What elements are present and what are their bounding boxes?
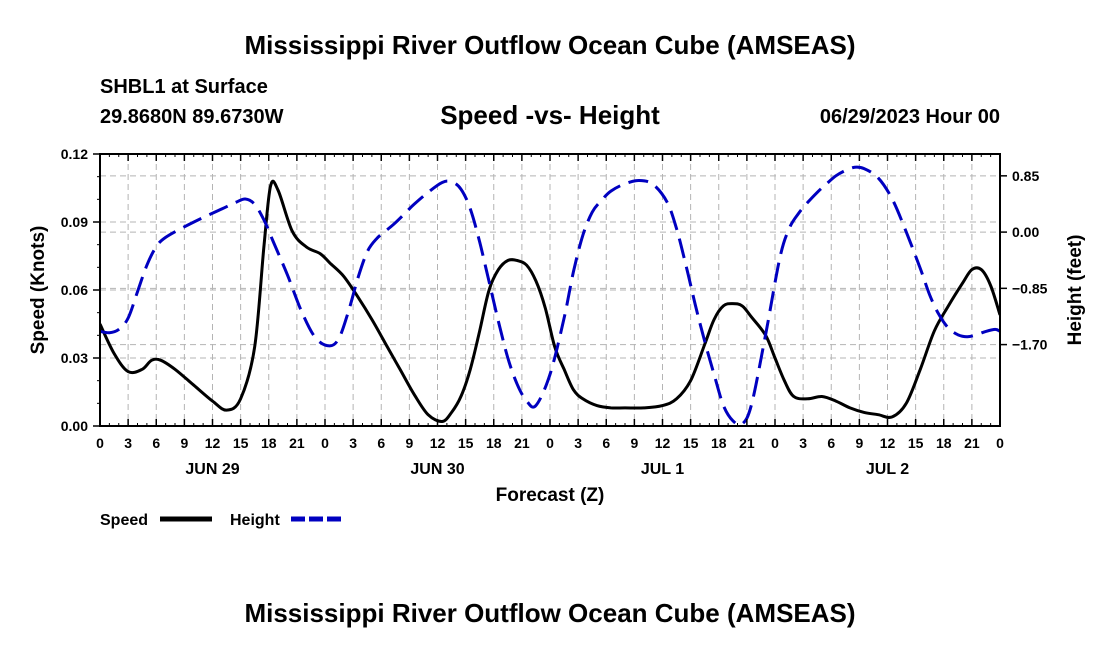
x-tick-label: 3 [574,435,582,451]
x-tick-label: 15 [458,435,474,451]
station-label: SHBL1 at Surface [100,76,268,98]
y-tick-label: 0.03 [61,350,88,366]
x-tick-label: 6 [827,435,835,451]
label-layer: 0 3 6 9 12 15 18 21 0 3 6 9 12 15 18 21 0 3 6 9 12 15 18 21 0 3 6 9… [61,146,1048,478]
date-label: JUL 2 [866,461,909,478]
x-tick-label: 21 [739,435,755,451]
x-tick-label: 3 [799,435,807,451]
y-tick-label: 0.12 [61,146,88,162]
x-tick-label: 15 [683,435,699,451]
x-tick-label: 0 [321,435,329,451]
tick-layer [93,153,1007,427]
x-tick-label: 6 [152,435,160,451]
height-series-line [100,165,1000,426]
main-title: Mississippi River Outflow Ocean Cube (AM… [244,30,856,60]
x-tick-label: 15 [233,435,249,451]
x-tick-label: 18 [486,435,502,451]
x-tick-label: 21 [289,435,305,451]
y-tick-label: 0.09 [61,214,88,230]
bottom-title: Mississippi River Outflow Ocean Cube (AM… [244,598,856,628]
y2-tick-label: −0.85 [1012,280,1048,296]
y-tick-label: 0.00 [61,418,88,434]
x-tick-label: 18 [936,435,952,451]
grid-layer [100,154,1000,426]
x-tick-label: 0 [996,435,1004,451]
x-tick-label: 6 [602,435,610,451]
y2-axis-title: Height (feet) [1065,235,1086,346]
y2-tick-label: −1.70 [1012,337,1048,353]
x-tick-label: 12 [205,435,221,451]
date-label: JUN 29 [185,461,239,478]
date-label: JUN 30 [410,461,464,478]
x-tick-label: 3 [124,435,132,451]
x-tick-label: 9 [855,435,863,451]
date-label: JUL 1 [641,461,684,478]
y2-tick-label: 0.00 [1012,224,1039,240]
x-tick-label: 18 [711,435,727,451]
legend: Speed Height [100,512,343,529]
x-tick-label: 12 [655,435,671,451]
legend-label-speed: Speed [100,512,148,529]
x-tick-label: 0 [546,435,554,451]
legend-label-height: Height [230,512,280,529]
x-tick-label: 0 [96,435,104,451]
x-tick-label: 6 [377,435,385,451]
x-tick-label: 0 [771,435,779,451]
forecast-date-label: 06/29/2023 Hour 00 [819,106,1000,128]
y2-tick-label: 0.85 [1012,168,1039,184]
y-axis-title: Speed (Knots) [28,226,49,355]
coordinates-label: 29.8680N 89.6730W [100,106,284,128]
x-tick-label: 12 [880,435,896,451]
x-axis-title: Forecast (Z) [496,485,605,506]
x-tick-label: 21 [964,435,980,451]
x-tick-label: 9 [180,435,188,451]
x-tick-label: 9 [630,435,638,451]
x-tick-label: 3 [349,435,357,451]
x-tick-label: 9 [405,435,413,451]
x-tick-label: 12 [430,435,446,451]
x-tick-label: 21 [514,435,530,451]
y-tick-label: 0.06 [61,282,88,298]
series-layer [100,165,1000,426]
chart-subtitle: Speed -vs- Height [440,100,660,130]
x-tick-label: 15 [908,435,924,451]
speed-series-line [100,179,1000,424]
x-tick-label: 18 [261,435,277,451]
